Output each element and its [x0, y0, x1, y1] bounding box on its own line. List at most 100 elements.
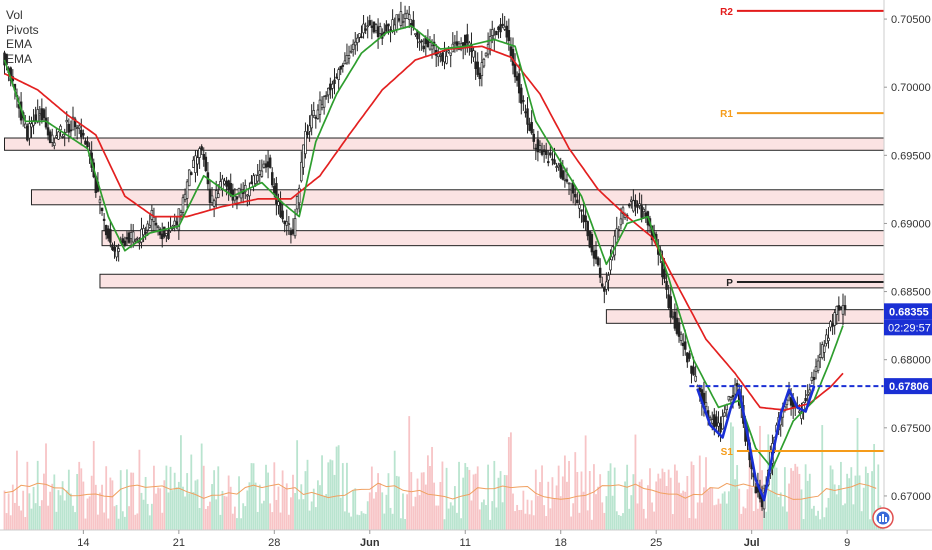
candle-body [582, 214, 585, 223]
volume-bar [30, 508, 33, 530]
candle-body [810, 376, 814, 381]
volume-bar [499, 471, 502, 530]
volume-bar [445, 467, 448, 530]
candle-body [233, 195, 237, 201]
volume-bar [543, 505, 546, 530]
volume-bar [250, 463, 253, 530]
candle-body [524, 111, 527, 114]
candle-body [109, 229, 112, 243]
volume-bar [296, 440, 299, 530]
volume-bar [209, 501, 211, 530]
candle [482, 57, 486, 69]
candle-body [615, 228, 619, 243]
candle-body [38, 113, 42, 116]
candle [584, 207, 587, 231]
candle-body [488, 36, 492, 49]
legend-pivots[interactable]: Pivots [6, 22, 39, 37]
candle [827, 327, 830, 349]
candle [281, 201, 284, 223]
candle [256, 164, 259, 185]
volume-bar [271, 512, 274, 530]
volume-bar [590, 519, 593, 530]
volume-bar [678, 482, 680, 530]
volume-bar [142, 499, 145, 530]
tradingview-logo-icon[interactable] [872, 507, 894, 529]
volume-bar [5, 513, 8, 530]
volume-bar [424, 484, 427, 530]
neckline-price-badge[interactable] [884, 378, 932, 395]
candle-body [588, 231, 592, 248]
candle [708, 415, 712, 421]
zone-1[interactable] [4, 137, 885, 151]
candle [181, 194, 185, 218]
candle [818, 342, 822, 369]
candle-body [804, 398, 807, 402]
candle-body [333, 79, 336, 84]
candle [26, 123, 29, 142]
volume-bar [165, 465, 168, 530]
y-tick-label: 0.69000 [891, 218, 931, 230]
pivot-r1-label: R1 [720, 109, 733, 120]
candle-body [497, 26, 500, 30]
volume-bar [638, 481, 641, 530]
candle [727, 395, 731, 402]
candle [57, 130, 60, 140]
candle-body [490, 29, 494, 36]
candle-body [138, 241, 141, 244]
candle-body [727, 395, 731, 401]
volume-bar [808, 473, 811, 530]
volume-bar [153, 465, 155, 530]
volume-bar [821, 425, 824, 530]
volume-bar [786, 511, 788, 530]
volume-bar [240, 518, 243, 530]
volume-bar [146, 503, 149, 530]
volume-bar [636, 503, 639, 530]
volume-bar [88, 496, 91, 530]
zone-3[interactable] [101, 230, 885, 247]
volume-bar [835, 494, 838, 530]
candle-body [107, 228, 110, 239]
candle [401, 13, 405, 30]
candle-body [627, 204, 631, 207]
legend-ema-slow[interactable]: EMA [6, 51, 33, 66]
candle-body [798, 410, 801, 413]
candle [302, 144, 305, 175]
volume-bar [128, 506, 130, 530]
candle-body [482, 58, 486, 67]
candle-body [617, 228, 621, 231]
candle [507, 18, 511, 51]
volume-bar [273, 462, 276, 530]
candle [167, 221, 170, 241]
volume-bar [711, 487, 714, 530]
volume-bar [742, 506, 745, 530]
legend-ema-fast[interactable]: EMA [6, 37, 33, 51]
volume-bar [26, 461, 29, 530]
candle-body [839, 306, 843, 309]
candle [403, 5, 407, 29]
candle [434, 43, 438, 67]
legend-vol[interactable]: Vol [6, 8, 23, 22]
candle [200, 144, 203, 155]
volume-bar [144, 476, 147, 530]
volume-bar [536, 495, 539, 530]
volume-bar [285, 483, 288, 530]
head-shoulders-pattern-line[interactable] [696, 385, 816, 502]
candle [109, 220, 112, 248]
candle [358, 33, 361, 43]
volume-bar [846, 473, 849, 530]
volume-bar [854, 475, 857, 530]
candle-body [731, 395, 735, 398]
volume-bar [404, 518, 406, 530]
volume-bar [267, 472, 269, 530]
volume-bar [798, 473, 801, 530]
candle [291, 218, 295, 236]
candle [399, 1, 403, 30]
current-price-badge[interactable] [884, 303, 932, 320]
candle-body [806, 393, 809, 396]
candle-body [302, 144, 305, 168]
zone-2[interactable] [30, 189, 885, 206]
volume-bar [420, 472, 423, 530]
volume-bar [277, 486, 280, 530]
volume-bar [576, 472, 579, 530]
